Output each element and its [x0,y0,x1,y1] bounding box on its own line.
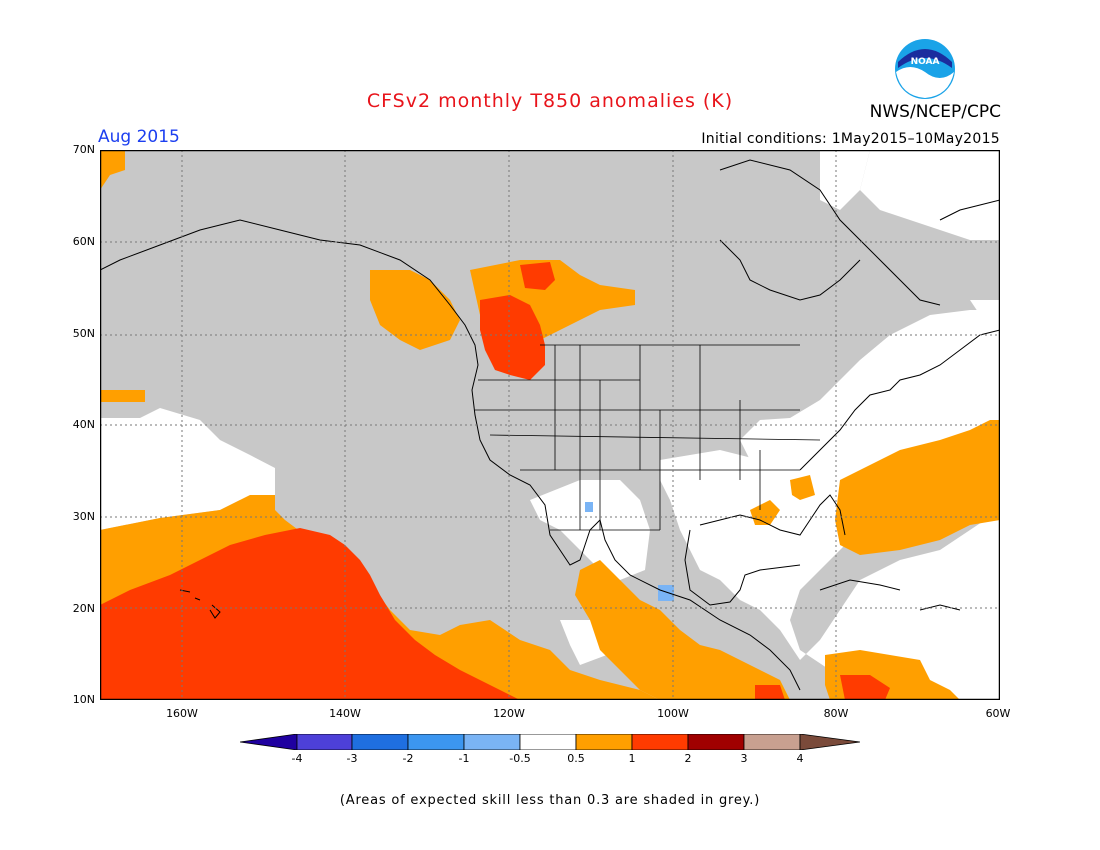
colorbar-label: 0.5 [567,752,585,765]
colorbar-label: -1 [458,752,470,765]
lat-label: 70N [72,143,95,156]
skill-footnote: (Areas of expected skill less than 0.3 a… [339,793,761,808]
lon-label: 80W [823,707,849,720]
warm-anomaly-1-to-2 [100,262,890,700]
initial-conditions: Initial conditions: 1May2015–10May2015 [701,131,1000,147]
anomaly-map [100,150,1000,700]
noaa-logo-icon: NOAA [895,39,955,99]
lat-label: 30N [72,510,95,523]
colorbar-label: 2 [684,752,692,765]
lon-label: 140W [329,707,361,720]
lon-label: 160W [166,707,198,720]
lat-label: 60N [72,235,95,248]
coastlines [100,159,1000,691]
lon-label: 60W [985,707,1011,720]
forecast-month: Aug 2015 [98,127,180,147]
colorbar-label: -0.5 [509,752,531,765]
colorbar-label: -3 [346,752,358,765]
lat-label: 20N [72,602,95,615]
lon-label: 100W [657,707,689,720]
lat-label: 50N [72,327,95,340]
map-frame [100,150,1000,700]
cool-anomaly-minus-1-to-minus-0-5 [585,502,674,601]
lat-label: 10N [72,693,95,706]
colorbar [240,734,860,750]
logo-text: NOAA [911,57,940,67]
colorbar-label: -2 [402,752,414,765]
colorbar-label: 1 [628,752,636,765]
graticule [100,150,1000,700]
lat-label: 40N [72,418,95,431]
agency-label: NWS/NCEP/CPC [869,102,1001,122]
chart-title: CFSv2 monthly T850 anomalies (K) [366,90,734,112]
colorbar-label: -4 [291,752,303,765]
colorbar-label: 3 [740,752,748,765]
colorbar-label: 4 [796,752,804,765]
lon-label: 120W [493,707,525,720]
state-borders [475,344,821,531]
